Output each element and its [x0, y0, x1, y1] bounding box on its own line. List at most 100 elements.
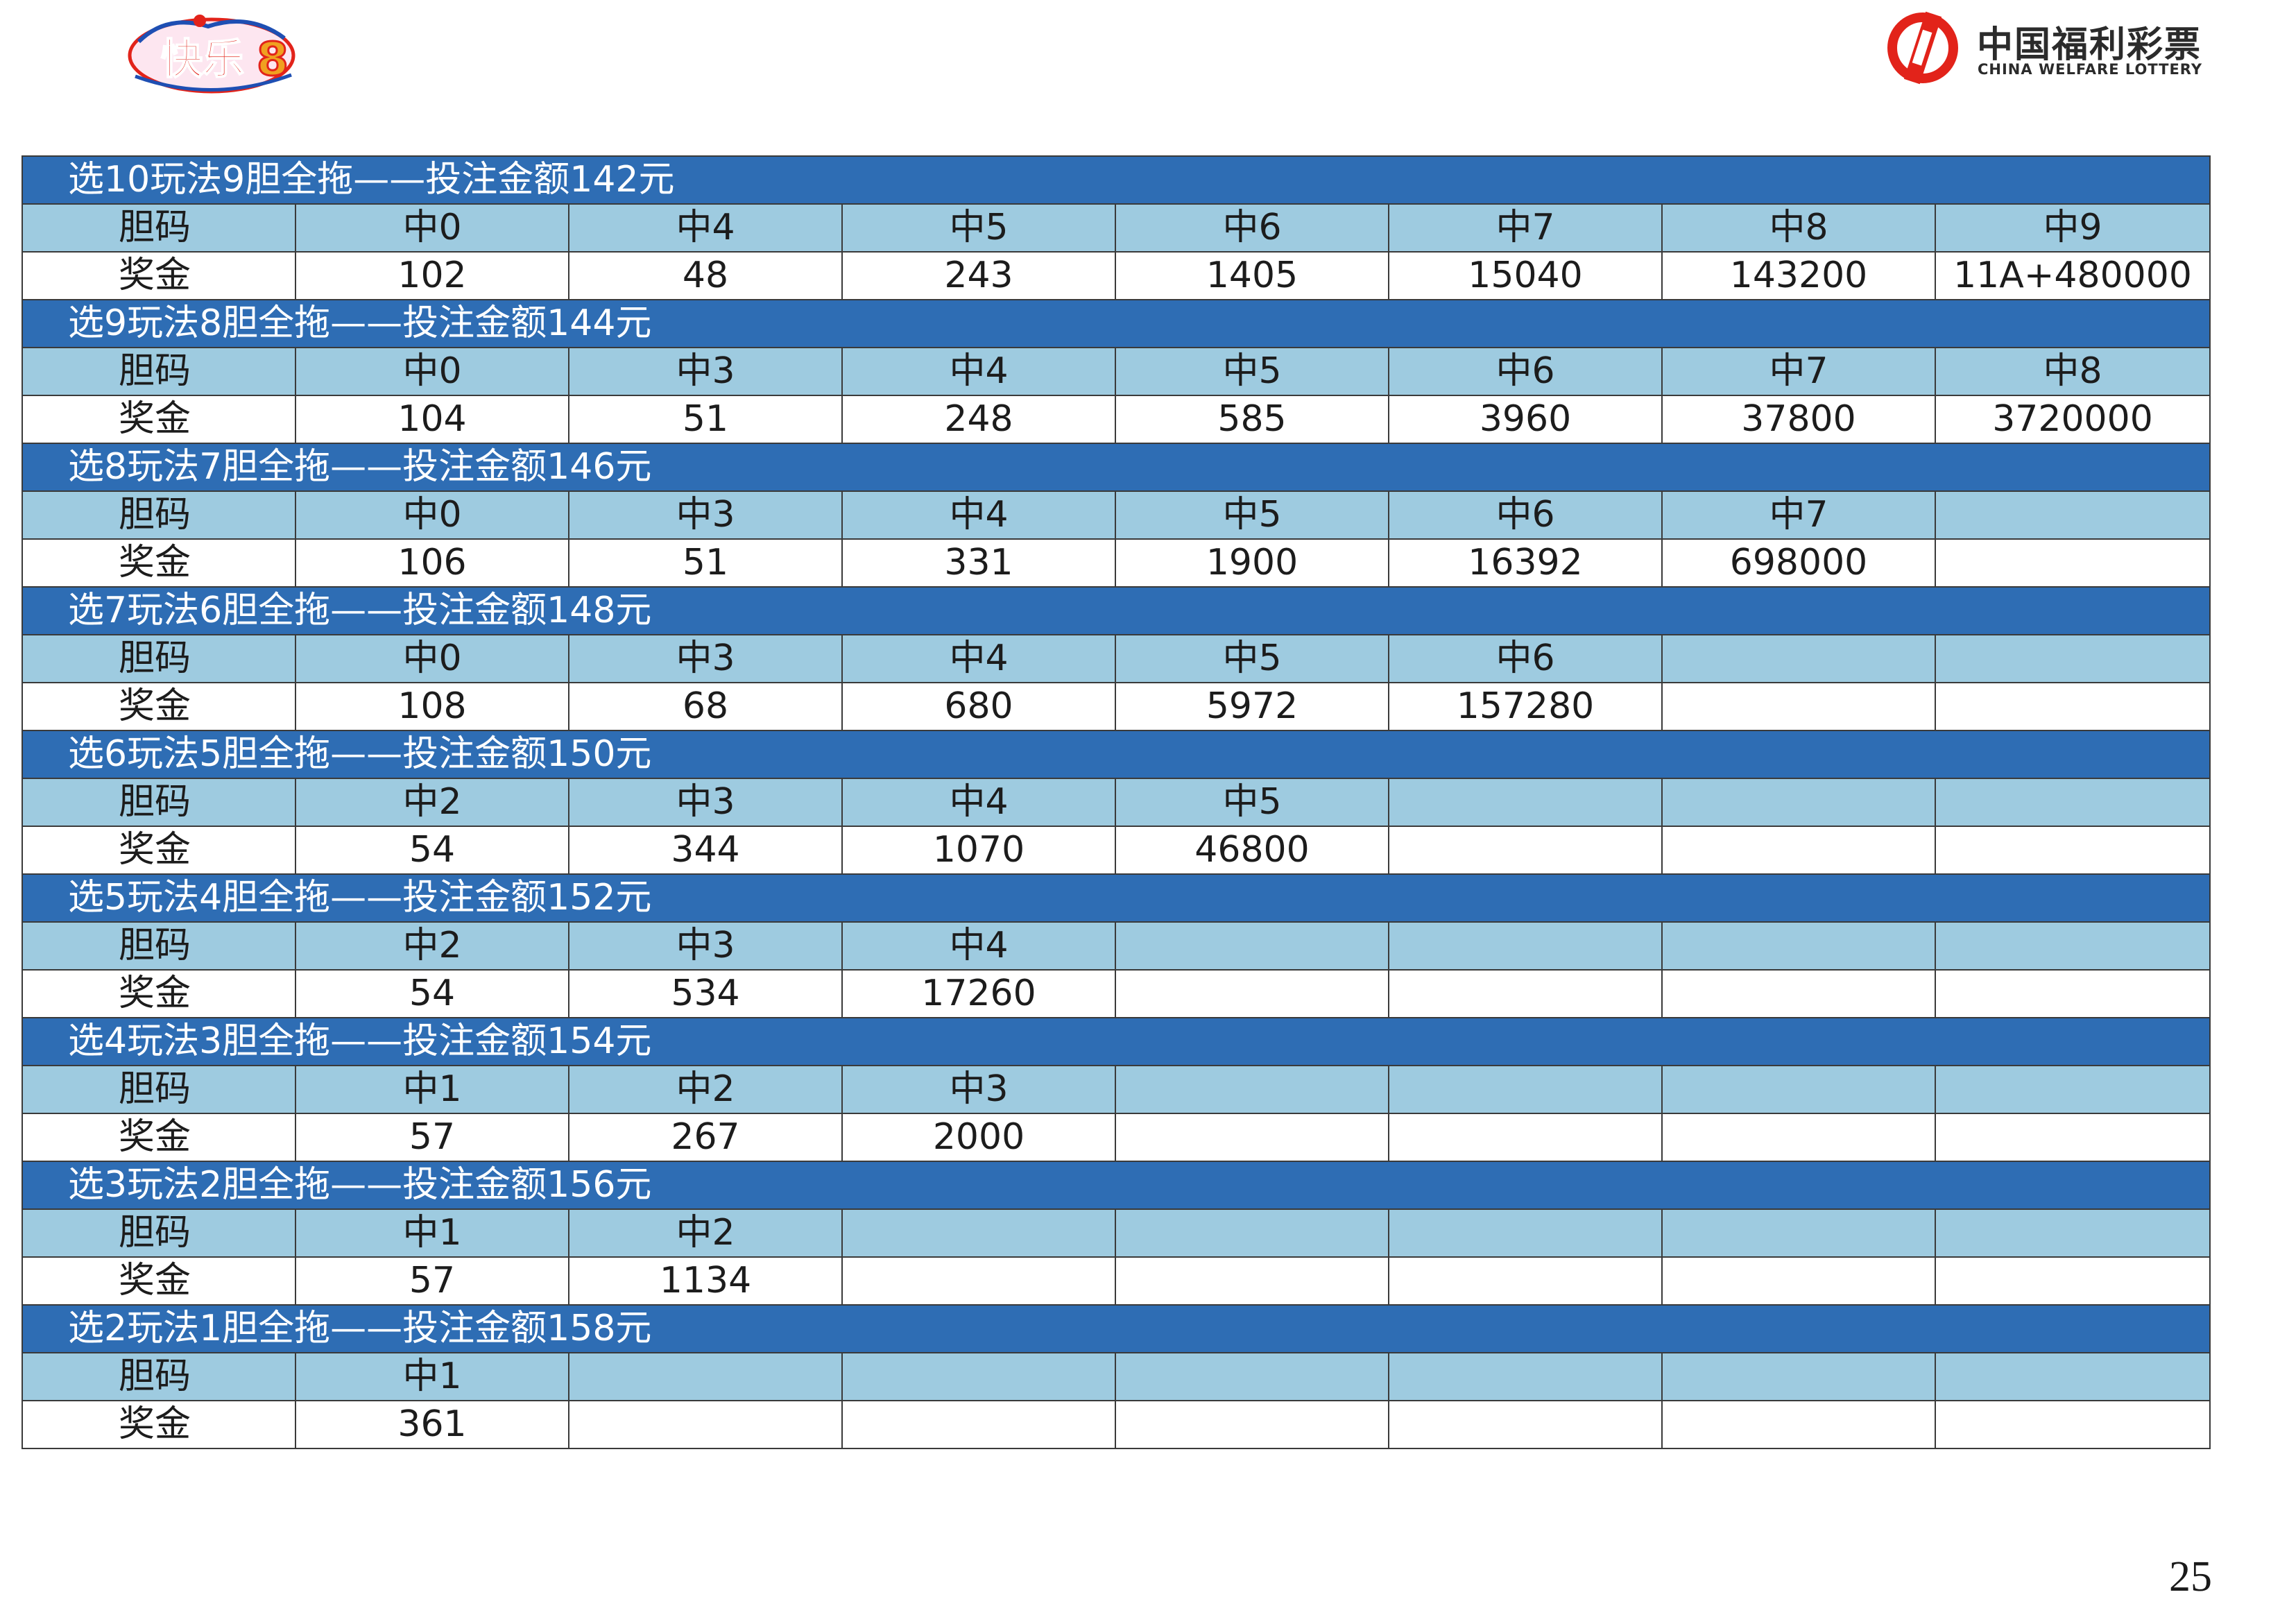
- section-title: 选9玩法8胆全拖——投注金额144元: [21, 299, 2211, 348]
- section-title: 选10玩法9胆全拖——投注金额142元: [21, 155, 2211, 205]
- hit-count-cell: 中3: [568, 490, 843, 540]
- hit-count-cell: 中2: [568, 1065, 843, 1114]
- section-title: 选5玩法4胆全拖——投注金额152元: [21, 873, 2211, 923]
- prize-amount-cell: 51: [568, 395, 843, 444]
- prize-amount-cell: [1934, 1113, 2211, 1162]
- prize-amount-cell: [1388, 969, 1663, 1018]
- prize-row: 奖金 57 267 2000: [22, 1113, 2211, 1162]
- prize-row: 奖金 57 1134: [22, 1256, 2211, 1306]
- prize-row: 奖金 102 48 243 1405 15040 143200 11A+480000: [22, 251, 2211, 300]
- hit-count-cell: 中2: [568, 1208, 843, 1258]
- page-number: 25: [2169, 1553, 2212, 1600]
- prize-amount-cell: [568, 1400, 843, 1449]
- prize-row: 奖金 106 51 331 1900 16392 698000: [22, 538, 2211, 588]
- hit-count-cell: 中4: [841, 921, 1116, 971]
- prize-amount-cell: [1388, 1256, 1663, 1306]
- banker-label: 胆码: [22, 1208, 296, 1258]
- prize-amount-cell: 585: [1115, 395, 1389, 444]
- hit-count-cell: 中6: [1388, 347, 1663, 396]
- hit-count-cell: [1388, 1352, 1663, 1401]
- hit-count-cell: 中5: [1115, 490, 1389, 540]
- prize-amount-cell: [1115, 969, 1389, 1018]
- hit-count-cell: [1934, 1065, 2211, 1114]
- banker-label: 胆码: [22, 490, 296, 540]
- prize-amount-cell: 248: [841, 395, 1116, 444]
- prize-amount-cell: 54: [295, 826, 569, 875]
- section-title: 选4玩法3胆全拖——投注金额154元: [21, 1017, 2211, 1066]
- prize-table: 选10玩法9胆全拖——投注金额142元 胆码 中0 中4 中5 中6 中7 中8 中9 奖金 102…: [21, 155, 2211, 1449]
- banker-row: 胆码 中1 中2: [22, 1208, 2211, 1258]
- section-title-row: 选6玩法5胆全拖——投注金额150元: [21, 730, 2211, 779]
- prize-row: 奖金 54 534 17260: [22, 969, 2211, 1018]
- hit-count-cell: [1388, 1065, 1663, 1114]
- welfare-lottery-emblem-icon: [1887, 11, 1958, 85]
- hit-count-cell: 中5: [841, 203, 1116, 253]
- prize-amount-cell: [841, 1256, 1116, 1306]
- brand-name-cn: 中国福利彩票: [1977, 24, 2202, 66]
- prize-amount-cell: 11A+480000: [1934, 251, 2211, 300]
- prize-amount-cell: [1934, 826, 2211, 875]
- hit-count-cell: 中7: [1661, 347, 1936, 396]
- prize-amount-cell: [1661, 1400, 1936, 1449]
- china-welfare-lottery-logo: 中国福利彩票 CHINA WELFARE LOTTERY: [1880, 10, 2227, 86]
- prize-amount-cell: 102: [295, 251, 569, 300]
- hit-count-cell: 中0: [295, 203, 569, 253]
- hit-count-cell: 中5: [1115, 778, 1389, 827]
- hit-count-cell: 中4: [841, 347, 1116, 396]
- prize-amount-cell: [1934, 682, 2211, 731]
- prize-amount-cell: 2000: [841, 1113, 1116, 1162]
- prize-amount-cell: [1388, 1113, 1663, 1162]
- hit-count-cell: 中3: [568, 778, 843, 827]
- hit-count-cell: 中9: [1934, 203, 2211, 253]
- banker-row: 胆码 中1: [22, 1352, 2211, 1401]
- section-title: 选2玩法1胆全拖——投注金额158元: [21, 1304, 2211, 1353]
- section-title-row: 选5玩法4胆全拖——投注金额152元: [21, 873, 2211, 923]
- hit-count-cell: 中3: [568, 347, 843, 396]
- banker-label: 胆码: [22, 203, 296, 253]
- banker-row: 胆码 中0 中3 中4 中5 中6 中7: [22, 490, 2211, 540]
- hit-count-cell: [1661, 1065, 1936, 1114]
- banker-label: 胆码: [22, 778, 296, 827]
- prize-amount-cell: [1661, 969, 1936, 1018]
- hit-count-cell: [1115, 1352, 1389, 1401]
- prize-amount-cell: 108: [295, 682, 569, 731]
- hit-count-cell: 中6: [1388, 634, 1663, 683]
- prize-amount-cell: 46800: [1115, 826, 1389, 875]
- banker-row: 胆码 中2 中3 中4 中5: [22, 778, 2211, 827]
- prize-amount-cell: 68: [568, 682, 843, 731]
- hit-count-cell: 中6: [1388, 490, 1663, 540]
- hit-count-cell: [1934, 921, 2211, 971]
- hit-count-cell: 中2: [295, 778, 569, 827]
- prize-amount-cell: [1661, 1113, 1936, 1162]
- hit-count-cell: [1115, 921, 1389, 971]
- hit-count-cell: 中8: [1661, 203, 1936, 253]
- prize-amount-cell: 534: [568, 969, 843, 1018]
- prize-amount-cell: [1661, 682, 1936, 731]
- hit-count-cell: [1934, 1352, 2211, 1401]
- prize-amount-cell: 267: [568, 1113, 843, 1162]
- section-title: 选3玩法2胆全拖——投注金额156元: [21, 1161, 2211, 1210]
- prize-amount-cell: 698000: [1661, 538, 1936, 588]
- prize-amount-cell: 1900: [1115, 538, 1389, 588]
- prize-amount-cell: [1388, 1400, 1663, 1449]
- banker-row: 胆码 中0 中4 中5 中6 中7 中8 中9: [22, 203, 2211, 253]
- prize-amount-cell: 1405: [1115, 251, 1389, 300]
- prize-amount-cell: 1070: [841, 826, 1116, 875]
- prize-amount-cell: 3960: [1388, 395, 1663, 444]
- svg-text:快乐: 快乐: [161, 35, 244, 84]
- section-title-row: 选9玩法8胆全拖——投注金额144元: [21, 299, 2211, 348]
- section-title-row: 选7玩法6胆全拖——投注金额148元: [21, 586, 2211, 635]
- hit-count-cell: 中8: [1934, 347, 2211, 396]
- banker-label: 胆码: [22, 1065, 296, 1114]
- prize-amount-cell: [1934, 538, 2211, 588]
- banker-row: 胆码 中0 中3 中4 中5 中6: [22, 634, 2211, 683]
- hit-count-cell: 中0: [295, 347, 569, 396]
- hit-count-cell: [1661, 1352, 1936, 1401]
- hit-count-cell: [841, 1352, 1116, 1401]
- prize-amount-cell: 51: [568, 538, 843, 588]
- prize-amount-cell: 17260: [841, 969, 1116, 1018]
- prize-label: 奖金: [22, 251, 296, 300]
- prize-row: 奖金 108 68 680 5972 157280: [22, 682, 2211, 731]
- prize-amount-cell: [1115, 1400, 1389, 1449]
- prize-label: 奖金: [22, 538, 296, 588]
